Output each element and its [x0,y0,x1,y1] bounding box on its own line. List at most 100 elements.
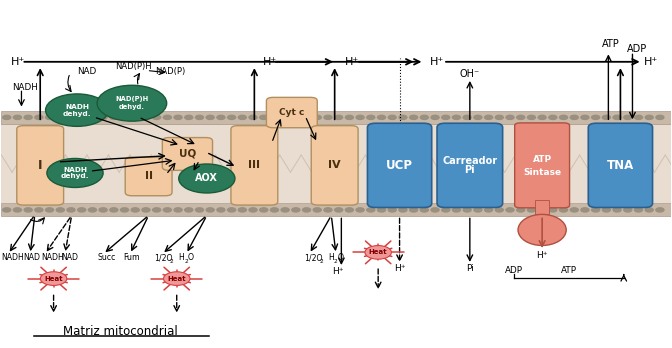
Circle shape [452,115,460,119]
Circle shape [249,208,257,212]
Text: Pi: Pi [466,264,474,274]
Circle shape [378,115,386,119]
Text: NADH: NADH [42,253,65,262]
Circle shape [571,115,579,119]
Text: Cyt c: Cyt c [279,108,304,117]
Circle shape [365,246,391,259]
Circle shape [97,85,167,121]
Circle shape [495,115,503,119]
Circle shape [324,115,332,119]
Text: O: O [188,253,194,262]
Circle shape [131,208,139,212]
Circle shape [78,115,86,119]
Text: H: H [178,253,184,262]
Circle shape [179,164,235,193]
Circle shape [67,115,75,119]
Circle shape [292,208,300,212]
Circle shape [591,115,599,119]
Circle shape [367,115,375,119]
Circle shape [153,115,161,119]
FancyBboxPatch shape [1,124,671,203]
FancyBboxPatch shape [1,203,671,216]
Circle shape [495,208,503,212]
Circle shape [46,94,108,126]
Circle shape [67,208,75,212]
Circle shape [613,208,621,212]
Text: NAD(P): NAD(P) [155,67,185,76]
Circle shape [185,115,193,119]
Circle shape [35,208,43,212]
Text: OH⁻: OH⁻ [460,69,480,79]
FancyBboxPatch shape [368,123,431,207]
Circle shape [259,115,267,119]
Text: ATP: ATP [532,155,552,164]
Circle shape [40,272,67,285]
Circle shape [591,208,599,212]
Text: Heat: Heat [369,250,388,255]
Text: 1/2O: 1/2O [304,253,323,262]
Circle shape [388,115,396,119]
Text: NAD(P)H: NAD(P)H [116,96,149,102]
Circle shape [463,115,471,119]
Text: 2: 2 [334,259,338,264]
Circle shape [335,115,343,119]
Text: H⁺: H⁺ [644,57,658,67]
Circle shape [367,208,375,212]
Text: NADH: NADH [12,83,38,92]
Text: II: II [144,172,153,181]
Circle shape [78,208,86,212]
Text: NAD(P)H: NAD(P)H [116,62,152,71]
Circle shape [228,115,236,119]
Text: III: III [249,160,260,171]
Text: ADP: ADP [505,266,523,275]
Circle shape [324,208,332,212]
FancyBboxPatch shape [536,200,549,214]
Text: Matriz mitocondrial: Matriz mitocondrial [63,325,178,338]
FancyBboxPatch shape [231,126,278,205]
Text: dehyd.: dehyd. [60,173,89,179]
Text: Heat: Heat [44,276,63,282]
Text: UCP: UCP [386,159,413,172]
Circle shape [474,115,482,119]
Circle shape [3,208,11,212]
Circle shape [120,208,128,212]
Text: H⁺: H⁺ [332,267,344,276]
Text: dehyd.: dehyd. [62,111,91,117]
Text: H⁺: H⁺ [429,57,444,67]
Text: H⁺: H⁺ [394,264,405,274]
Circle shape [56,115,65,119]
Text: Carreador: Carreador [442,156,497,166]
Text: 2: 2 [170,259,174,264]
Text: IV: IV [329,160,341,171]
Circle shape [163,115,171,119]
Circle shape [131,115,139,119]
Text: dehyd.: dehyd. [119,104,145,110]
Circle shape [292,115,300,119]
Circle shape [163,272,190,285]
Circle shape [3,115,11,119]
FancyBboxPatch shape [1,111,671,124]
Circle shape [431,115,439,119]
Circle shape [538,208,546,212]
Circle shape [645,115,653,119]
Circle shape [549,115,557,119]
Circle shape [46,115,54,119]
Circle shape [239,208,247,212]
Circle shape [410,208,417,212]
Circle shape [259,208,267,212]
Text: O: O [338,253,344,262]
FancyBboxPatch shape [588,123,653,207]
Circle shape [302,115,310,119]
Circle shape [560,208,568,212]
Circle shape [217,208,225,212]
Circle shape [24,208,32,212]
Circle shape [196,115,204,119]
Circle shape [560,115,568,119]
Circle shape [142,115,150,119]
Circle shape [399,115,407,119]
Text: 2: 2 [320,259,324,264]
Circle shape [602,115,610,119]
Circle shape [452,208,460,212]
Circle shape [345,208,353,212]
Circle shape [356,115,364,119]
